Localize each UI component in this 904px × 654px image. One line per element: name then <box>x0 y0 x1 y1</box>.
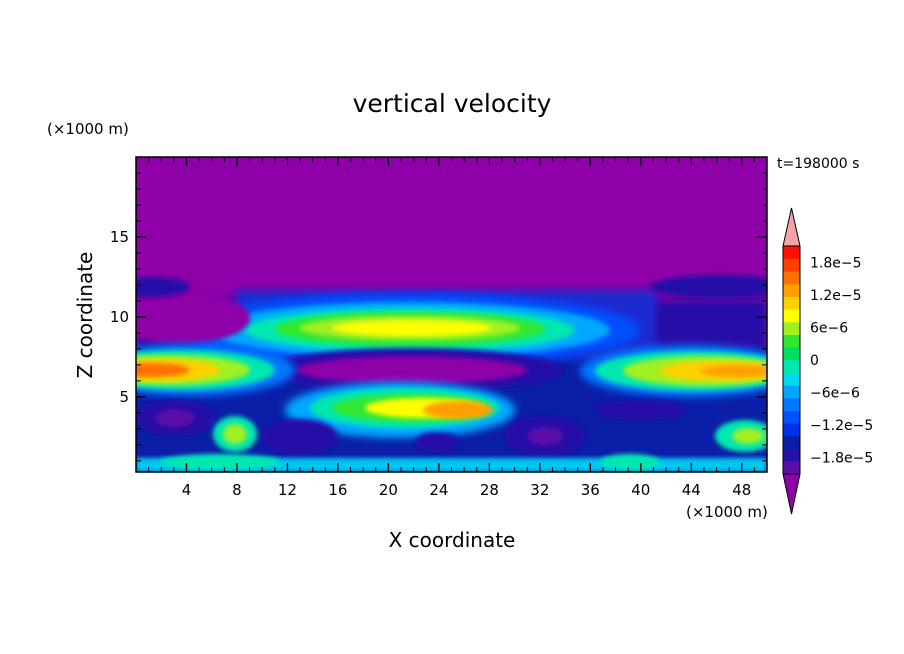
x-tick-label: 16 <box>328 481 347 499</box>
x-tick-label: 4 <box>182 481 192 499</box>
colorbar-segment <box>783 385 800 399</box>
colorbar-frame <box>782 245 801 475</box>
y-axis-ticks: 5 10 15 <box>110 172 767 462</box>
x-tick-label: 32 <box>530 481 549 499</box>
colorbar-tick-label: 6e−6 <box>810 320 848 336</box>
x-unit-label: (×1000 m) <box>686 503 768 521</box>
x-tick-label: 20 <box>379 481 398 499</box>
x-tick-label: 28 <box>480 481 499 499</box>
colorbar-segment <box>783 271 800 285</box>
y-axis-title: Z coordinate <box>73 252 97 379</box>
x-tick-label: 36 <box>581 481 600 499</box>
colorbar-segment <box>783 296 800 310</box>
x-tick-label: 48 <box>732 481 751 499</box>
colorbar-segment <box>783 360 800 373</box>
x-axis-ticks: 4 8 12 16 20 24 28 32 36 40 44 48 <box>148 157 755 499</box>
colorbar-segment <box>783 246 800 259</box>
colorbar-tick-label: −1.2e−5 <box>810 418 873 434</box>
y-tick-label: 5 <box>119 388 129 406</box>
x-tick-label: 44 <box>682 481 701 499</box>
colorbar-segment <box>783 423 800 437</box>
x-tick-label: 12 <box>278 481 297 499</box>
colorbar-tick-label: 1.2e−5 <box>810 288 862 304</box>
colorbar-segment <box>783 372 800 386</box>
colorbar-segment <box>783 284 800 297</box>
y-tick-label: 10 <box>110 308 129 326</box>
colorbar: 1.8e−5 1.2e−5 6e−6 0 −6e−6 −1.2e−5 −1.8e−5 <box>782 207 873 515</box>
colorbar-segment <box>783 448 800 462</box>
contour-field <box>136 275 767 472</box>
colorbar-tick-label: −6e−6 <box>810 386 860 402</box>
colorbar-segment <box>783 398 800 411</box>
colorbar-tick-label: 1.8e−5 <box>810 255 862 271</box>
colorbar-segment <box>783 410 800 424</box>
y-tick-label: 15 <box>110 228 129 246</box>
colorbar-segment <box>783 322 800 335</box>
x-axis-title: X coordinate <box>389 528 516 552</box>
colorbar-segment <box>783 436 800 449</box>
colorbar-segment <box>783 347 800 361</box>
colorbar-segment <box>783 258 800 272</box>
colorbar-segment <box>783 461 800 475</box>
colorbar-under-triangle <box>782 473 801 515</box>
x-tick-label: 8 <box>232 481 242 499</box>
colorbar-tick-label: 0 <box>810 353 819 369</box>
colorbar-tick-label: −1.8e−5 <box>810 451 873 467</box>
time-label: t=198000 s <box>777 156 859 172</box>
chart-title: vertical velocity <box>353 89 552 118</box>
x-tick-label: 24 <box>429 481 448 499</box>
x-tick-label: 40 <box>631 481 650 499</box>
colorbar-segment <box>783 309 800 323</box>
colorbar-segment <box>783 334 800 348</box>
colorbar-over-triangle <box>782 207 801 247</box>
y-unit-label: (×1000 m) <box>47 120 129 138</box>
plot-area <box>136 157 767 472</box>
